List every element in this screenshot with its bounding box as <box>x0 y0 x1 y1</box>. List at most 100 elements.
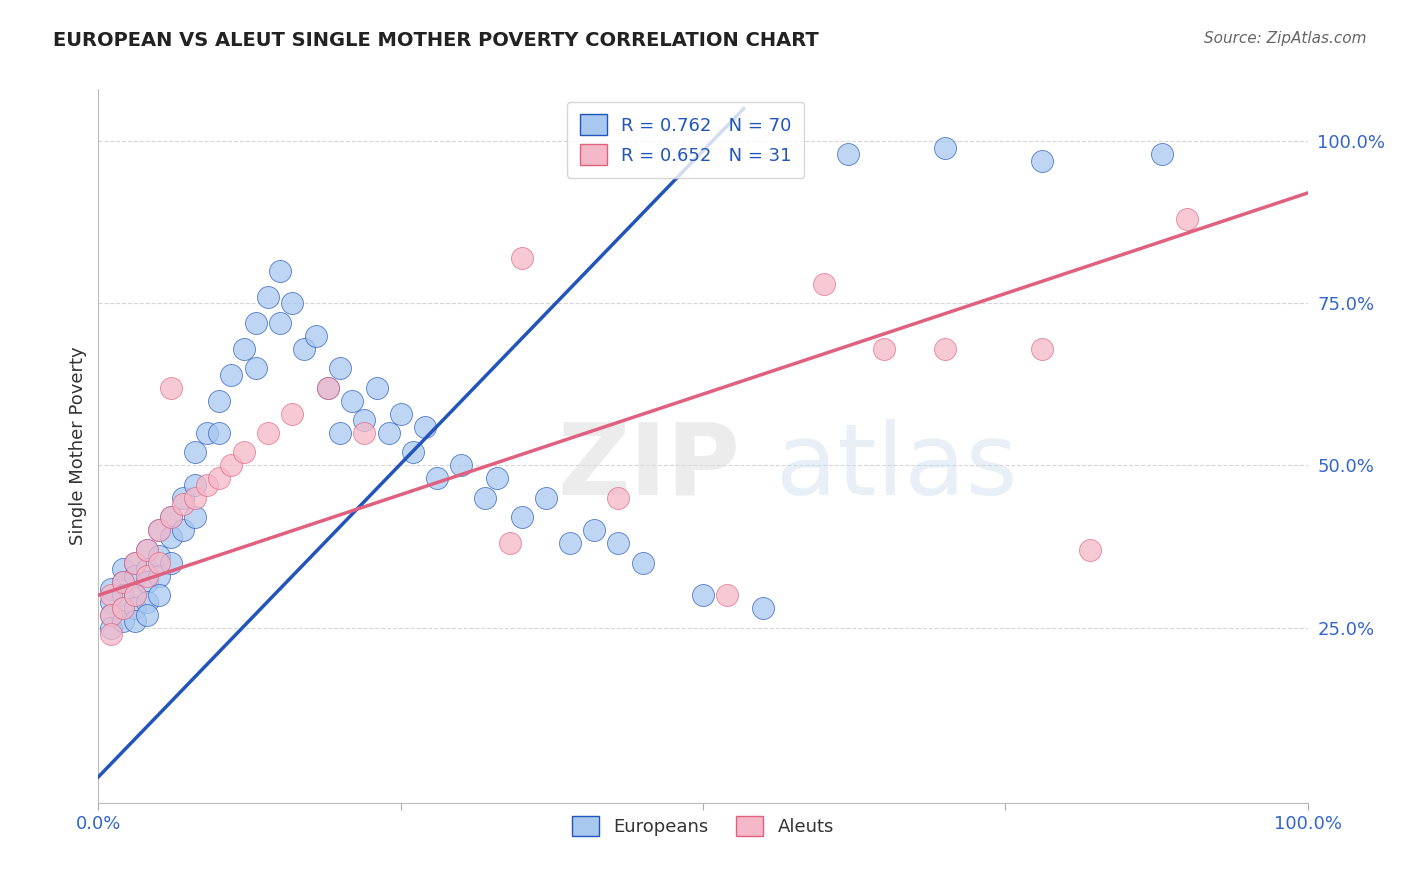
Point <box>366 381 388 395</box>
Point <box>873 342 896 356</box>
Text: ZIP: ZIP <box>558 419 741 516</box>
Point <box>160 530 183 544</box>
Point <box>195 478 218 492</box>
Point <box>305 328 328 343</box>
Point <box>510 251 533 265</box>
Point <box>148 524 170 538</box>
Point <box>184 478 207 492</box>
Point <box>148 556 170 570</box>
Point <box>426 471 449 485</box>
Point <box>124 601 146 615</box>
Point <box>752 601 775 615</box>
Point <box>377 425 399 440</box>
Point <box>208 425 231 440</box>
Point <box>208 471 231 485</box>
Point <box>100 607 122 622</box>
Point <box>135 595 157 609</box>
Point <box>111 562 134 576</box>
Point <box>269 316 291 330</box>
Point <box>111 575 134 590</box>
Point <box>256 290 278 304</box>
Point <box>135 542 157 557</box>
Point <box>329 361 352 376</box>
Point <box>100 588 122 602</box>
Point <box>1152 147 1174 161</box>
Point <box>135 568 157 582</box>
Point <box>245 361 267 376</box>
Point <box>160 381 183 395</box>
Point <box>450 458 472 473</box>
Point <box>474 491 496 505</box>
Point <box>111 601 134 615</box>
Point <box>111 588 134 602</box>
Point <box>413 419 436 434</box>
Point <box>111 575 134 590</box>
Legend: Europeans, Aleuts: Europeans, Aleuts <box>561 805 845 847</box>
Point <box>221 458 243 473</box>
Point <box>160 510 183 524</box>
Point <box>534 491 557 505</box>
Point <box>148 588 170 602</box>
Point <box>124 614 146 628</box>
Point <box>631 556 654 570</box>
Point <box>100 621 122 635</box>
Point <box>1175 211 1198 226</box>
Point <box>160 556 183 570</box>
Y-axis label: Single Mother Poverty: Single Mother Poverty <box>69 347 87 545</box>
Point <box>607 536 630 550</box>
Text: EUROPEAN VS ALEUT SINGLE MOTHER POVERTY CORRELATION CHART: EUROPEAN VS ALEUT SINGLE MOTHER POVERTY … <box>53 31 820 50</box>
Point <box>172 524 194 538</box>
Point <box>934 140 956 154</box>
Point <box>124 568 146 582</box>
Point <box>692 588 714 602</box>
Point <box>195 425 218 440</box>
Point <box>558 536 581 550</box>
Point <box>148 524 170 538</box>
Point <box>208 393 231 408</box>
Point <box>100 582 122 596</box>
Point <box>316 381 339 395</box>
Point <box>837 147 859 161</box>
Point <box>292 342 315 356</box>
Point <box>232 342 254 356</box>
Point <box>316 381 339 395</box>
Point <box>583 524 606 538</box>
Point <box>269 264 291 278</box>
Point <box>135 562 157 576</box>
Point <box>135 542 157 557</box>
Point <box>1031 153 1053 168</box>
Point <box>172 491 194 505</box>
Point <box>716 588 738 602</box>
Point <box>124 588 146 602</box>
Point <box>184 491 207 505</box>
Point <box>256 425 278 440</box>
Point <box>135 575 157 590</box>
Point <box>389 407 412 421</box>
Point <box>281 296 304 310</box>
Text: atlas: atlas <box>776 419 1017 516</box>
Point <box>402 445 425 459</box>
Point <box>281 407 304 421</box>
Point <box>111 601 134 615</box>
Point <box>232 445 254 459</box>
Point <box>184 445 207 459</box>
Point <box>124 588 146 602</box>
Point <box>1031 342 1053 356</box>
Point <box>1078 542 1101 557</box>
Text: Source: ZipAtlas.com: Source: ZipAtlas.com <box>1204 31 1367 46</box>
Point <box>486 471 509 485</box>
Point <box>148 549 170 564</box>
Point <box>172 497 194 511</box>
Point <box>124 556 146 570</box>
Point <box>160 510 183 524</box>
Point <box>111 614 134 628</box>
Point <box>934 342 956 356</box>
Point <box>353 413 375 427</box>
Point <box>100 627 122 641</box>
Point <box>510 510 533 524</box>
Point <box>245 316 267 330</box>
Point <box>135 607 157 622</box>
Point <box>221 368 243 382</box>
Point <box>607 491 630 505</box>
Point <box>329 425 352 440</box>
